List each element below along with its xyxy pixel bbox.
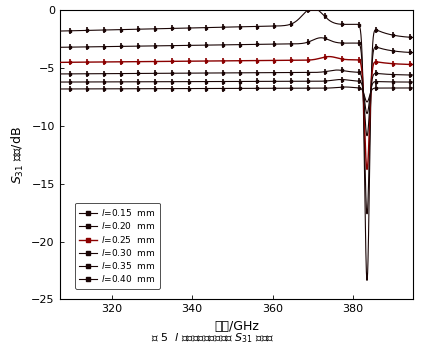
- Y-axis label: $S_{31}$ 参数/dB: $S_{31}$ 参数/dB: [10, 126, 26, 184]
- X-axis label: 频率/GHz: 频率/GHz: [214, 320, 259, 333]
- Legend: $l$=0.15  mm, $l$=0.20  mm, $l$=0.25  mm, $l$=0.30  mm, $l$=0.35  mm, $l$=0.40  : $l$=0.15 mm, $l$=0.20 mm, $l$=0.25 mm, $…: [75, 203, 160, 289]
- Text: 图 5  $l$ 参数的变化对耦合度 $S_{31}$ 的影响: 图 5 $l$ 参数的变化对耦合度 $S_{31}$ 的影响: [151, 331, 275, 345]
